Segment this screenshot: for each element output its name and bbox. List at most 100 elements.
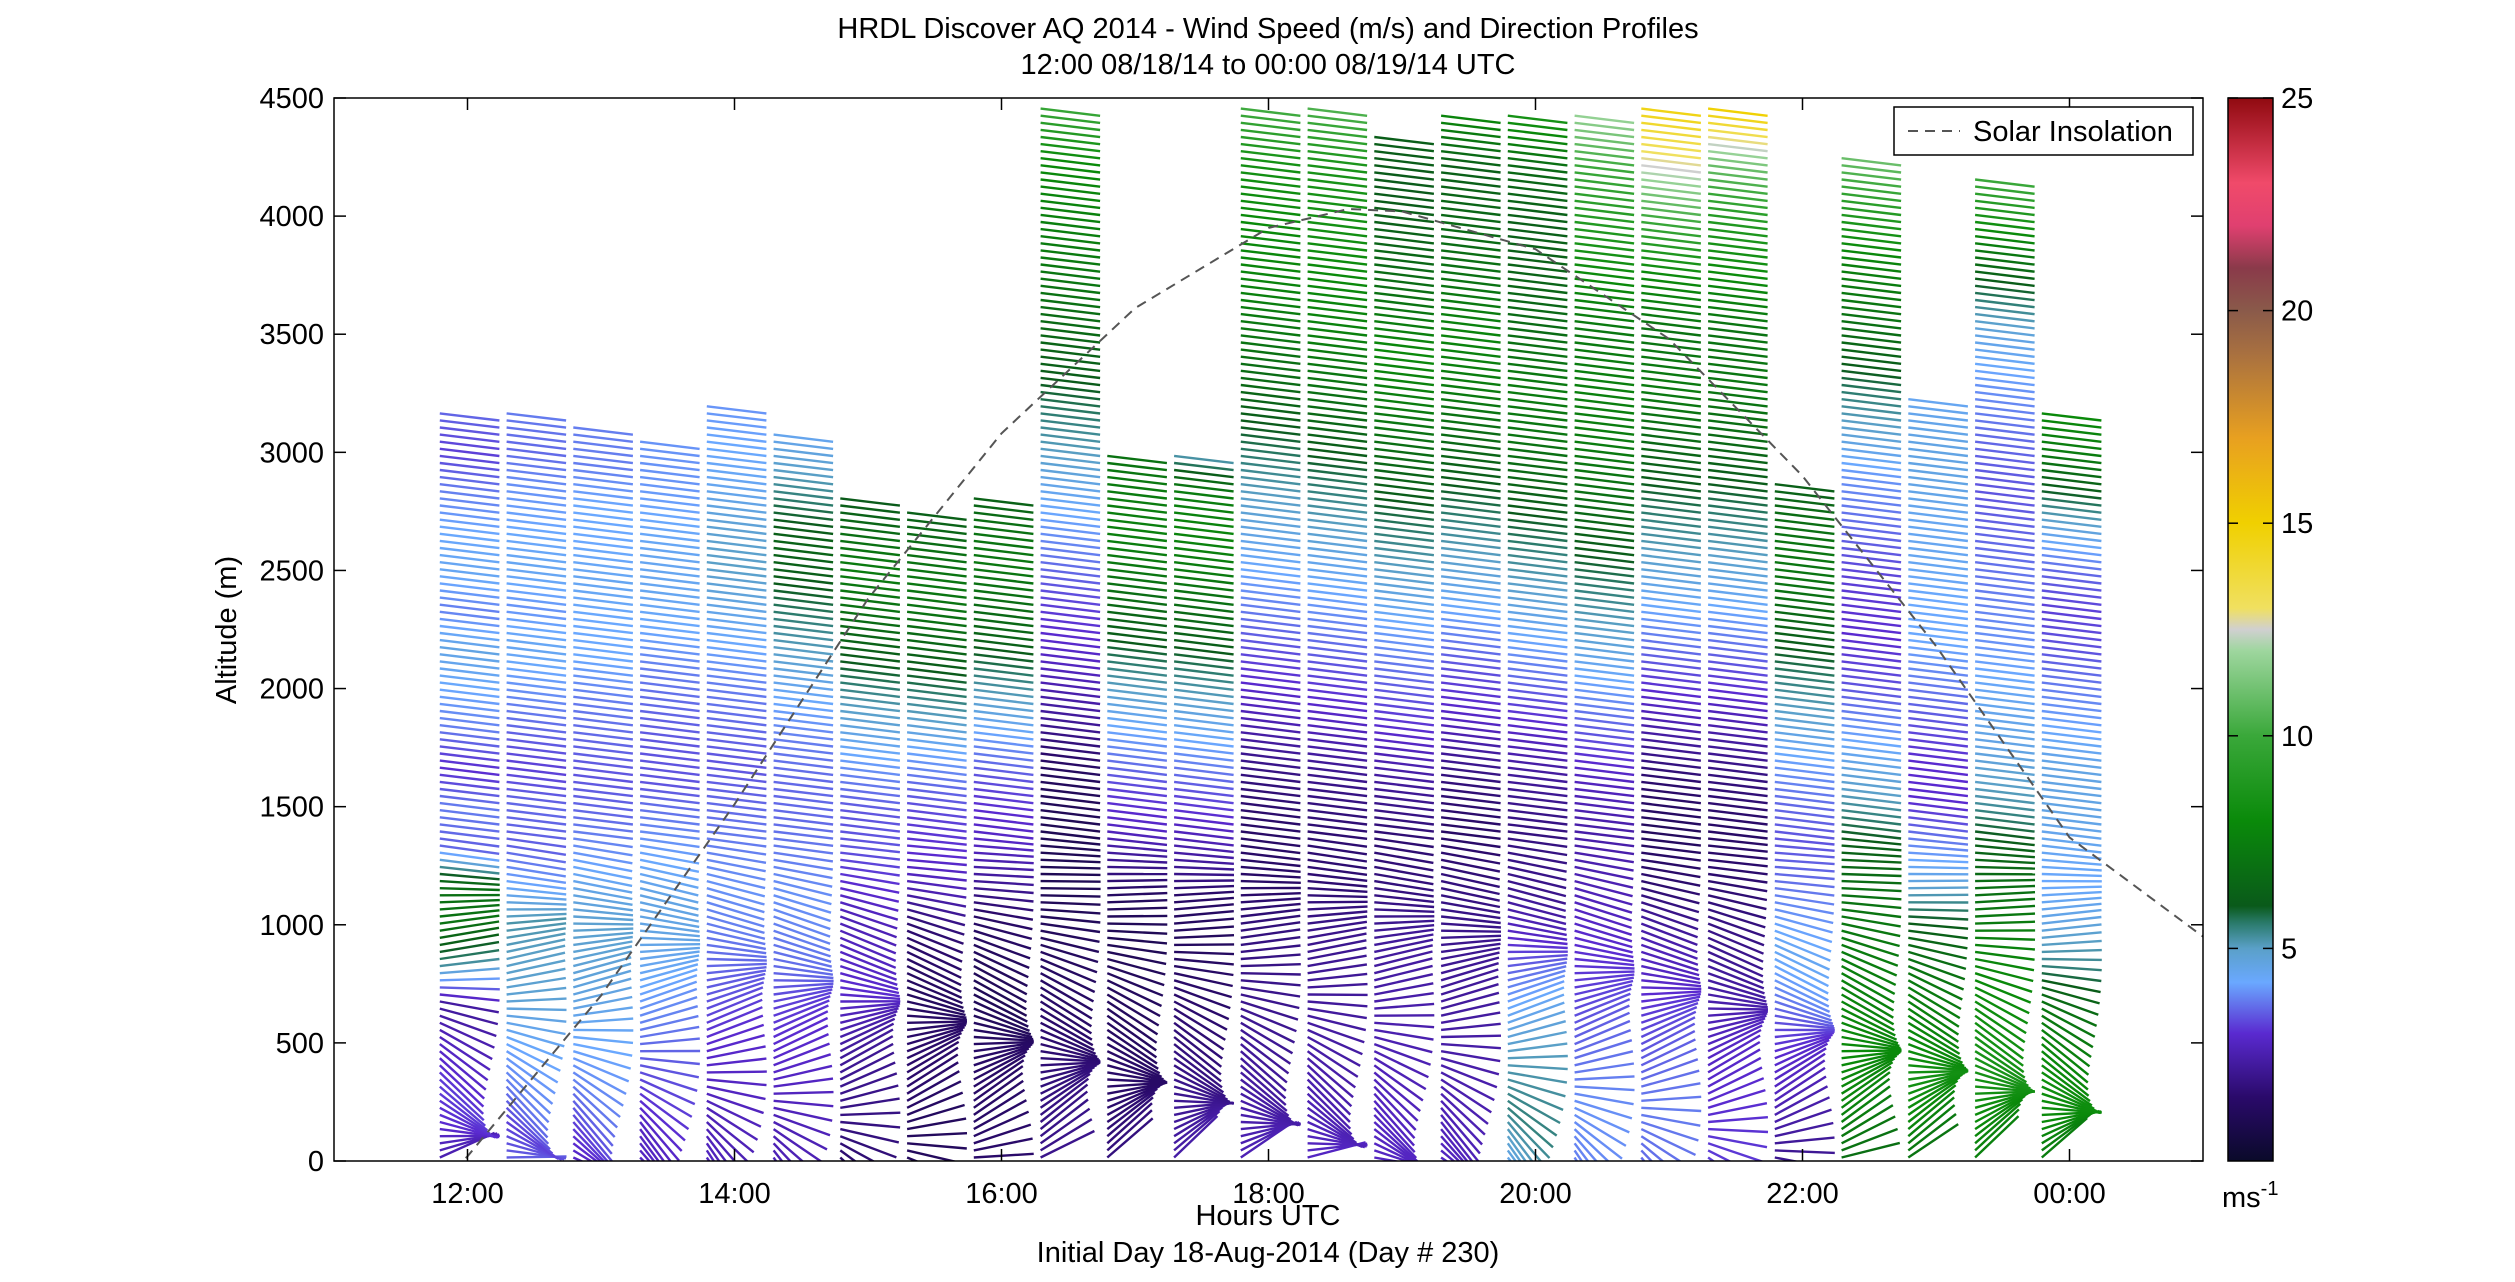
wind-barb	[1240, 440, 1301, 451]
wind-barb	[1574, 1019, 1631, 1046]
wind-barb	[1707, 235, 1768, 245]
wind-barb	[1107, 553, 1168, 564]
wind-barb	[973, 1043, 1033, 1060]
wind-barb	[1240, 497, 1301, 507]
wind-barb	[2041, 575, 2102, 585]
wind-barb	[1641, 121, 1702, 132]
wind-barb	[1440, 738, 1501, 748]
wind-barb	[1240, 291, 1301, 302]
wind-barb	[1574, 724, 1635, 734]
wind-barb	[2041, 426, 2102, 436]
wind-barb	[1507, 1030, 1567, 1046]
wind-barb	[1040, 1042, 1099, 1061]
wind-barb	[1908, 525, 1969, 536]
wind-barb	[1106, 1021, 1158, 1059]
wind-barb	[773, 589, 834, 599]
wind-barb	[2041, 568, 2102, 578]
wind-barb	[1974, 185, 2035, 195]
wind-barb	[506, 851, 566, 864]
wind-barb	[706, 908, 765, 928]
wind-barb	[1707, 979, 1766, 999]
wind-barb	[1107, 837, 1168, 847]
wind-barb	[773, 752, 834, 762]
wind-barb	[1307, 121, 1368, 132]
wind-barb	[1040, 135, 1101, 146]
wind-barb	[906, 1026, 965, 1046]
wind-barb	[1307, 553, 1368, 564]
wind-barb	[1841, 220, 1902, 231]
wind-barb	[1573, 1113, 1627, 1147]
wind-barb	[1574, 433, 1635, 443]
wind-barb	[1641, 830, 1702, 840]
wind-barb	[906, 681, 967, 691]
wind-barb	[1574, 809, 1635, 819]
wind-barb	[1374, 787, 1435, 798]
wind-barb	[1307, 610, 1368, 621]
wind-barb	[1040, 553, 1101, 564]
wind-barb	[1707, 950, 1764, 978]
wind-barb	[1173, 809, 1234, 819]
wind-barb	[506, 759, 567, 769]
wind-barb	[1240, 582, 1301, 592]
wind-barb	[1974, 716, 2035, 727]
wind-barb	[1374, 928, 1434, 939]
wind-barb	[1173, 780, 1234, 791]
wind-barb	[1173, 773, 1234, 784]
wind-barb	[973, 724, 1034, 734]
wind-barb	[1039, 986, 1093, 1020]
wind-barb	[1374, 468, 1435, 479]
wind-barb	[840, 858, 900, 869]
wind-barb	[1307, 518, 1368, 528]
wind-barb	[1307, 617, 1368, 628]
wind-barb	[1173, 638, 1234, 649]
wind-barb	[1908, 886, 1969, 890]
wind-barb	[1440, 688, 1501, 699]
wind-barb	[1707, 107, 1768, 117]
wind-barb	[439, 589, 500, 599]
wind-barb	[1040, 171, 1101, 181]
wind-barb	[1841, 256, 1902, 266]
wind-barb	[1574, 801, 1635, 812]
wind-barb	[506, 667, 567, 677]
wind-barb	[1774, 724, 1835, 734]
wind-barb	[1440, 1149, 1456, 1161]
wind-barb	[1307, 561, 1368, 571]
wind-barb	[840, 780, 901, 791]
wind-barb	[840, 986, 900, 998]
wind-barb	[1641, 631, 1702, 642]
wind-barb	[906, 617, 967, 628]
wind-barb	[506, 830, 567, 840]
wind-barb	[1841, 759, 1902, 769]
wind-barb	[1240, 390, 1301, 401]
wind-barb	[573, 1028, 634, 1032]
wind-barb	[1374, 412, 1435, 422]
wind-barb	[1440, 951, 1500, 968]
wind-barb	[1240, 553, 1301, 564]
wind-barb	[840, 794, 901, 805]
wind-barb	[839, 1035, 894, 1067]
wind-barb	[1440, 991, 1500, 1010]
wind-barb	[1707, 525, 1768, 536]
wind-barb	[906, 957, 962, 987]
wind-barb	[1374, 844, 1434, 857]
wind-barb	[973, 929, 1032, 950]
wind-barb	[1106, 1050, 1163, 1078]
wind-barb	[773, 1010, 829, 1039]
wind-barb	[1107, 830, 1168, 840]
wind-barb	[639, 702, 700, 713]
x-axis-label: Hours UTC	[1195, 1200, 1340, 1232]
wind-barb	[1908, 695, 1969, 706]
wind-barb	[439, 447, 500, 458]
wind-barb	[839, 936, 897, 963]
wind-barb	[1040, 709, 1101, 720]
wind-barb	[1040, 894, 1101, 898]
wind-barb	[573, 511, 634, 521]
wind-barb	[2041, 1057, 2090, 1097]
wind-barb	[1307, 766, 1368, 777]
wind-barb	[506, 617, 567, 628]
wind-barb	[1374, 950, 1433, 968]
wind-barb	[1974, 270, 2035, 280]
wind-barb	[1641, 192, 1702, 203]
wind-barb	[906, 738, 967, 748]
wind-barb	[1641, 128, 1702, 139]
